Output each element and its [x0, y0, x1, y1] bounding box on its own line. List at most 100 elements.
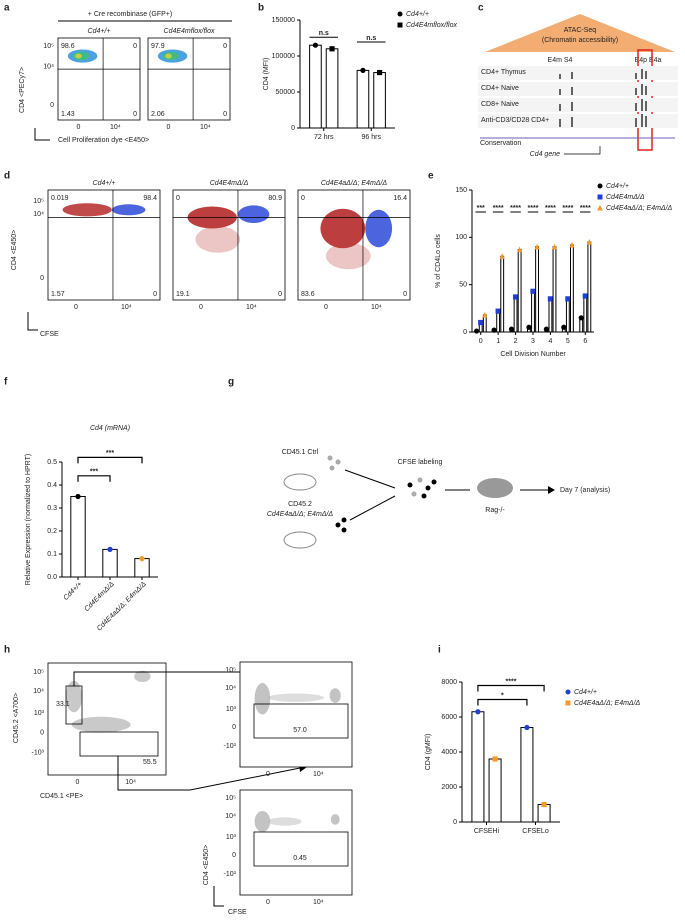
panel-letter: g: [228, 377, 234, 388]
x-tick-label: 72 hrs: [314, 134, 334, 141]
legend-label: Cd4E4mΔ/Δ: [606, 194, 645, 201]
point: [565, 296, 571, 302]
panel-letter: f: [4, 377, 8, 388]
mouse: [283, 473, 317, 491]
mouse: [283, 531, 317, 549]
panel-letter: d: [4, 171, 10, 182]
flow-density: [254, 811, 271, 832]
test-label: CD45.2: [288, 501, 312, 508]
bar: [537, 804, 551, 823]
legend-marker: [597, 194, 603, 200]
gate-value: 0.45: [293, 855, 307, 862]
axis-arrows: [213, 886, 224, 907]
cell: [411, 491, 417, 497]
bar: [517, 249, 522, 333]
bar: [134, 558, 150, 578]
x-axis-label: Cell Proliferation dye <E450>: [58, 137, 149, 144]
bar: [70, 496, 86, 578]
legend-label: Cd4+/+: [606, 183, 629, 190]
flow-density: [365, 209, 393, 248]
panel-letter: c: [478, 3, 484, 14]
gate-arrow: [73, 671, 300, 686]
bar: [488, 758, 502, 823]
cell: [335, 459, 341, 465]
gene-arrow: [564, 146, 601, 155]
x-tick-label: 2: [514, 338, 518, 345]
y-tick-label: 50000: [276, 89, 296, 96]
flow-density: [268, 693, 324, 702]
point: [586, 238, 592, 245]
gate-value: 55.5: [143, 759, 157, 766]
cell: [417, 477, 423, 483]
panel-letter: h: [4, 645, 10, 656]
y-tick-label: 0: [232, 852, 236, 859]
x-tick-label: 10⁴: [313, 771, 324, 778]
quadrant-value: 98.6: [61, 43, 75, 50]
x-tick-label: 10⁴: [246, 304, 257, 311]
y-tick-label: 10⁵: [225, 667, 236, 674]
y-tick-label: 10⁵: [43, 43, 54, 50]
y-tick-label: 10⁴: [225, 813, 236, 820]
bar: [587, 241, 592, 333]
ctrl-label: CD45.1 Ctrl: [282, 449, 319, 456]
point: [107, 546, 113, 553]
quadrant-value: 16.4: [393, 195, 407, 202]
bar: [583, 295, 588, 333]
legend-marker: [565, 700, 571, 706]
panel-letter: e: [428, 171, 434, 182]
bracket: [77, 475, 111, 482]
legend-marker: [597, 205, 603, 211]
arrow-head: [548, 486, 555, 494]
title: ATAC-Seq: [564, 27, 597, 34]
quadrant-value: 0: [223, 43, 227, 50]
x-tick-label: 3: [531, 338, 535, 345]
point: [582, 293, 588, 299]
point: [482, 311, 488, 318]
significance: ****: [510, 205, 521, 212]
y-axis-label: CD4 (MFI): [263, 58, 270, 91]
y-axis-label: CD4 (gMFI): [425, 734, 432, 771]
significance: *: [501, 692, 504, 699]
triangle: [485, 14, 675, 52]
gate: [253, 831, 349, 867]
flow-density: [195, 226, 241, 253]
y-tick-label: 0.1: [47, 551, 57, 558]
bar: [471, 711, 485, 823]
quadrant-value: 1.57: [51, 291, 65, 298]
quadrant-value: 19.1: [176, 291, 190, 298]
y-tick-label: 10³: [226, 834, 237, 841]
point: [569, 241, 575, 248]
bar: [309, 44, 322, 129]
significance: ***: [106, 450, 114, 457]
significance: ****: [580, 205, 591, 212]
x-tick-label: 0: [76, 779, 80, 786]
quadrant-value: 97.9: [151, 43, 165, 50]
flow-density: [111, 204, 146, 216]
y-axis-label: CD45.2 <A700>: [13, 693, 20, 743]
quadrant-value: 0: [223, 111, 227, 118]
y-tick-label: 0.0: [47, 574, 57, 581]
x-tick-label: 0: [266, 771, 270, 778]
y-tick-label: -10³: [32, 749, 45, 756]
bar: [373, 72, 386, 129]
y-tick-label: 100000: [272, 53, 295, 60]
bar: [356, 69, 370, 129]
point: [551, 243, 558, 250]
point: [543, 326, 549, 332]
y-tick-label: 10⁴: [33, 211, 44, 218]
significance: ****: [493, 205, 504, 212]
bracket: [77, 456, 143, 464]
bar: [565, 298, 570, 333]
plot-title: Cd4+/+: [93, 180, 116, 187]
y-tick-label: 0: [291, 125, 295, 132]
legend-label: Cd4E4aΔ/Δ; E4mΔ/Δ: [606, 205, 673, 212]
point: [376, 69, 383, 76]
flow-density: [75, 53, 82, 59]
axis-arrows: [34, 128, 50, 141]
plot-title: Cd4E4aΔ/Δ; E4mΔ/Δ: [321, 180, 388, 187]
flow-density: [237, 205, 270, 223]
y-tick-label: 6000: [441, 714, 457, 721]
y-tick-label: 2000: [441, 784, 457, 791]
legend-marker: [397, 11, 403, 17]
